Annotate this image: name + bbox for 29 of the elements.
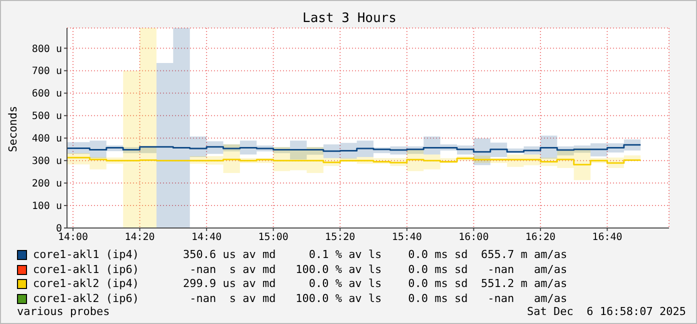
x-tick-label: 16:20 <box>525 232 556 244</box>
text: Sat Dec 6 16:58:07 2025 <box>527 305 686 318</box>
y-tick-label: 700 u <box>32 66 62 78</box>
y-tick-label: 300 u <box>32 156 62 168</box>
y-tick-label: 600 u <box>32 88 62 100</box>
x-tick-label: 15:00 <box>258 232 288 244</box>
y-tick-label: 500 u <box>32 111 62 122</box>
x-tick-label: 14:00 <box>58 232 88 244</box>
x-tick-label: 14:20 <box>124 232 155 244</box>
legend-label: core1-akl1 (ip6) <box>33 262 140 277</box>
y-tick-label: 200 u <box>32 178 62 190</box>
y-axis-title: Seconds <box>6 106 20 152</box>
legend-label: core1-akl2 (ip6) <box>33 292 140 306</box>
legend-label: core1-akl1 (ip4) <box>33 248 140 262</box>
x-tick-label: 14:40 <box>192 232 222 244</box>
x-tick-label: 16:40 <box>592 232 622 244</box>
text: 350.6 us av md 0.1 % av ls 0.0 ms sd 655.7 m am/as <box>183 248 568 262</box>
legend-label: core1-akl2 (ip4) <box>33 277 140 292</box>
text: 299.9 us av md 0.0 % av ls 0.0 ms sd 551.2 m am/as <box>183 277 568 292</box>
y-tick-label: 100 u <box>32 201 62 212</box>
chart-title: Last 3 Hours <box>302 11 398 26</box>
text: -nan s av md 100.0 % av ls 0.0 ms sd -nan am/as <box>188 292 568 306</box>
x-tick-label: 15:40 <box>392 232 422 244</box>
x-tick-label: 16:00 <box>458 232 489 244</box>
text: various probes <box>17 305 110 318</box>
y-tick-label: 400 u <box>32 134 62 145</box>
text: -nan s av md 100.0 % av ls 0.0 ms sd -nan am/as <box>188 262 568 277</box>
x-tick-label: 15:20 <box>325 232 356 244</box>
y-tick-label: 800 u <box>32 44 62 55</box>
